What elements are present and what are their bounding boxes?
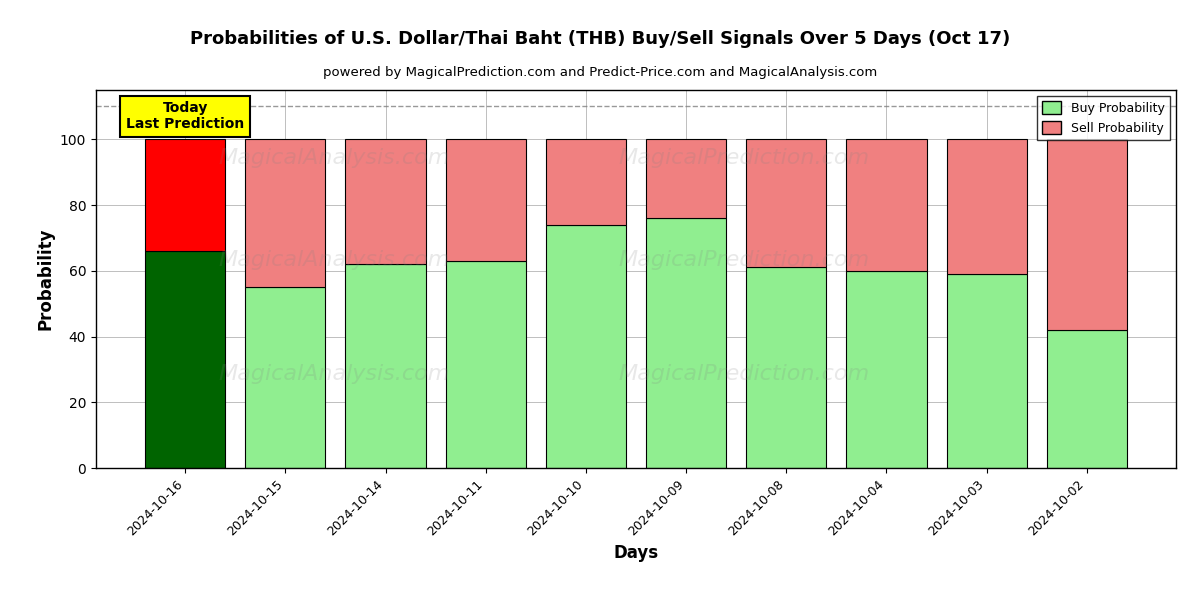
Bar bbox=[145, 139, 226, 251]
X-axis label: Days: Days bbox=[613, 544, 659, 562]
Text: MagicalPrediction.com: MagicalPrediction.com bbox=[618, 250, 870, 270]
Bar bbox=[646, 218, 726, 468]
Text: powered by MagicalPrediction.com and Predict-Price.com and MagicalAnalysis.com: powered by MagicalPrediction.com and Pre… bbox=[323, 66, 877, 79]
Text: MagicalPrediction.com: MagicalPrediction.com bbox=[618, 364, 870, 383]
Bar bbox=[546, 139, 626, 225]
Bar bbox=[245, 139, 325, 287]
Text: MagicalAnalysis.com: MagicalAnalysis.com bbox=[218, 364, 449, 383]
Bar bbox=[445, 261, 526, 468]
Bar bbox=[846, 139, 926, 271]
Bar bbox=[646, 139, 726, 218]
Legend: Buy Probability, Sell Probability: Buy Probability, Sell Probability bbox=[1037, 96, 1170, 140]
Bar bbox=[1046, 330, 1127, 468]
Y-axis label: Probability: Probability bbox=[36, 228, 54, 330]
Bar bbox=[346, 264, 426, 468]
Bar bbox=[746, 268, 827, 468]
Bar bbox=[145, 251, 226, 468]
Text: MagicalAnalysis.com: MagicalAnalysis.com bbox=[218, 148, 449, 168]
Text: MagicalPrediction.com: MagicalPrediction.com bbox=[618, 148, 870, 168]
Bar bbox=[245, 287, 325, 468]
Bar bbox=[546, 225, 626, 468]
Bar bbox=[846, 271, 926, 468]
Text: MagicalAnalysis.com: MagicalAnalysis.com bbox=[218, 250, 449, 270]
Bar bbox=[746, 139, 827, 268]
Bar bbox=[445, 139, 526, 261]
Text: Today
Last Prediction: Today Last Prediction bbox=[126, 101, 245, 131]
Bar bbox=[1046, 139, 1127, 330]
Text: Probabilities of U.S. Dollar/Thai Baht (THB) Buy/Sell Signals Over 5 Days (Oct 1: Probabilities of U.S. Dollar/Thai Baht (… bbox=[190, 30, 1010, 48]
Bar bbox=[947, 274, 1027, 468]
Bar bbox=[947, 139, 1027, 274]
Bar bbox=[346, 139, 426, 264]
